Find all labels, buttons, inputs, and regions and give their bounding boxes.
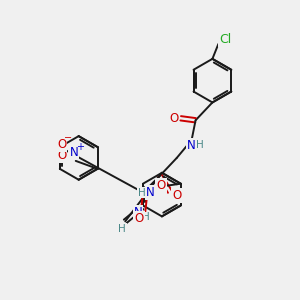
Text: H: H: [138, 188, 146, 198]
Text: N: N: [146, 186, 154, 199]
Text: O: O: [57, 149, 67, 162]
Text: O: O: [156, 179, 166, 192]
Text: N: N: [134, 206, 142, 219]
Text: H: H: [196, 140, 203, 150]
Text: Cl: Cl: [219, 32, 231, 46]
Text: N: N: [69, 146, 78, 160]
Text: H: H: [142, 212, 150, 222]
Text: O: O: [169, 112, 178, 125]
Text: O: O: [57, 138, 67, 151]
Text: O: O: [134, 212, 144, 225]
Text: −: −: [64, 133, 72, 143]
Text: N: N: [187, 139, 196, 152]
Text: H: H: [118, 224, 126, 234]
Text: +: +: [76, 142, 84, 152]
Text: O: O: [172, 189, 182, 202]
